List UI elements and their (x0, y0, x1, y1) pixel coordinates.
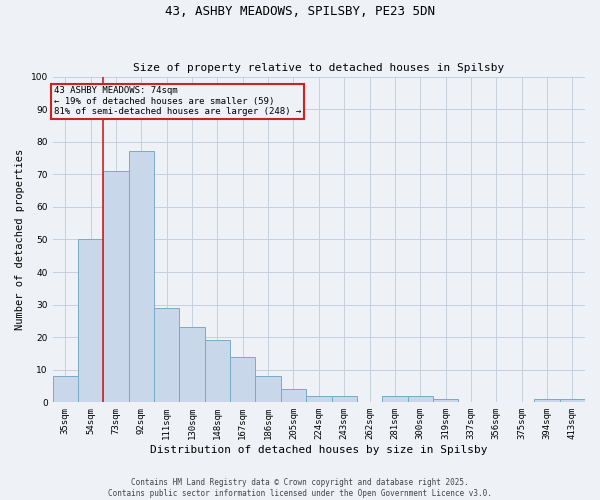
Bar (154, 308, 179, 402)
Bar (205, 340, 230, 402)
Bar (433, 399, 458, 402)
Bar (281, 390, 306, 402)
X-axis label: Distribution of detached houses by size in Spilsby: Distribution of detached houses by size … (150, 445, 488, 455)
Bar (53, 376, 78, 402)
Text: Contains HM Land Registry data © Crown copyright and database right 2025.
Contai: Contains HM Land Registry data © Crown c… (108, 478, 492, 498)
Bar (332, 396, 357, 402)
Bar (129, 152, 154, 402)
Y-axis label: Number of detached properties: Number of detached properties (15, 149, 25, 330)
Bar (535, 399, 560, 402)
Text: 43 ASHBY MEADOWS: 74sqm
← 19% of detached houses are smaller (59)
81% of semi-de: 43 ASHBY MEADOWS: 74sqm ← 19% of detache… (54, 86, 301, 116)
Bar (256, 376, 281, 402)
Bar (103, 171, 129, 402)
Bar (78, 240, 103, 402)
Bar (230, 356, 256, 403)
Bar (560, 399, 585, 402)
Bar (306, 396, 332, 402)
Bar (407, 396, 433, 402)
Bar (382, 396, 407, 402)
Bar (179, 328, 205, 402)
Title: Size of property relative to detached houses in Spilsby: Size of property relative to detached ho… (133, 63, 505, 73)
Text: 43, ASHBY MEADOWS, SPILSBY, PE23 5DN: 43, ASHBY MEADOWS, SPILSBY, PE23 5DN (165, 5, 435, 18)
